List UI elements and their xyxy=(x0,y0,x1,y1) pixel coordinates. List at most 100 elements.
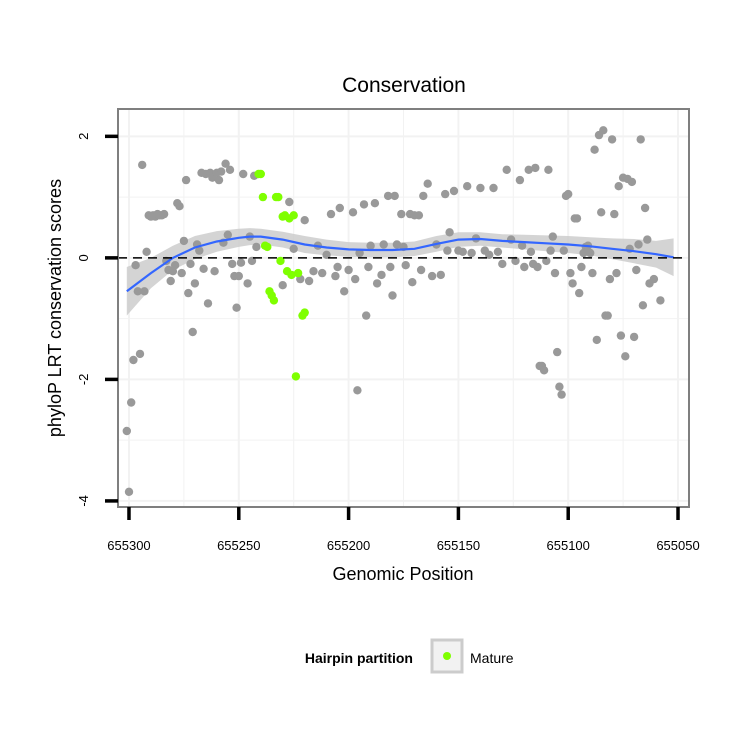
data-point xyxy=(239,169,248,179)
data-point xyxy=(127,398,136,407)
data-point xyxy=(476,183,485,193)
data-point xyxy=(379,240,388,249)
x-tick-label: 655050 xyxy=(656,538,699,553)
data-point xyxy=(133,287,142,296)
data-point xyxy=(550,268,560,278)
data-point xyxy=(318,268,327,278)
data-point xyxy=(190,279,200,288)
data-point xyxy=(463,182,472,191)
data-point-mature xyxy=(276,256,285,266)
data-point xyxy=(498,259,507,269)
data-point xyxy=(590,145,599,154)
data-point xyxy=(517,241,527,250)
data-point-mature xyxy=(274,192,283,202)
smooth-line xyxy=(126,235,674,293)
data-point xyxy=(331,271,340,281)
data-point xyxy=(515,175,525,185)
data-point xyxy=(592,335,601,345)
data-point xyxy=(502,165,511,174)
data-point xyxy=(610,209,619,219)
data-point xyxy=(340,287,349,296)
data-point xyxy=(366,241,375,250)
data-point xyxy=(333,262,342,272)
smooth-curve xyxy=(126,235,674,293)
data-point xyxy=(177,268,186,278)
data-point xyxy=(467,248,476,258)
data-point xyxy=(542,256,551,266)
legend-title: Hairpin partition xyxy=(305,650,413,666)
data-point xyxy=(388,291,397,300)
x-tick-label: 655150 xyxy=(437,538,480,553)
x-axis: 655300 655250 655200 655150 655100 655050 xyxy=(107,507,700,553)
data-point xyxy=(124,487,134,496)
data-point xyxy=(364,262,373,272)
data-point xyxy=(175,202,184,211)
data-point xyxy=(129,355,138,365)
data-point xyxy=(170,261,180,270)
data-point xyxy=(520,262,529,272)
x-axis-label: Genomic Position xyxy=(332,564,473,584)
data-point xyxy=(383,191,393,201)
data-point xyxy=(449,186,459,196)
data-point xyxy=(131,261,140,270)
data-point xyxy=(511,256,520,266)
data-point xyxy=(531,163,540,173)
data-point xyxy=(322,250,331,259)
data-point xyxy=(489,183,498,193)
data-point xyxy=(588,268,597,278)
data-point xyxy=(443,246,452,255)
data-point xyxy=(243,279,252,288)
data-point xyxy=(436,270,445,280)
data-point xyxy=(184,288,193,298)
data-point xyxy=(335,203,344,213)
data-point xyxy=(326,209,336,219)
chart-title: Conservation xyxy=(342,74,466,97)
data-point xyxy=(236,258,246,267)
data-point xyxy=(640,203,650,213)
data-point xyxy=(392,240,402,249)
data-point xyxy=(423,179,432,188)
data-point xyxy=(649,274,659,284)
data-point xyxy=(575,288,584,298)
data-point xyxy=(485,250,494,259)
x-tick-label: 655250 xyxy=(217,538,260,553)
data-point-mature xyxy=(256,169,265,179)
confidence-band-area xyxy=(126,228,674,316)
data-point xyxy=(548,232,557,241)
data-point xyxy=(597,208,606,217)
data-point xyxy=(223,230,232,239)
data-point-mature xyxy=(269,296,279,305)
data-point xyxy=(210,267,219,276)
data-point xyxy=(416,265,426,275)
data-point xyxy=(199,264,208,273)
data-point xyxy=(638,301,648,310)
data-point xyxy=(427,271,437,281)
data-point xyxy=(544,165,553,174)
data-point xyxy=(362,311,371,320)
data-point-mature xyxy=(300,308,309,317)
data-point xyxy=(135,349,145,359)
y-tick-label: 0 xyxy=(76,254,91,261)
y-tick-label: -2 xyxy=(76,374,91,386)
data-point xyxy=(566,268,575,278)
data-point xyxy=(493,247,503,256)
data-point xyxy=(555,382,564,391)
data-point xyxy=(603,311,612,320)
data-point xyxy=(557,390,566,399)
data-point-mature xyxy=(289,211,298,220)
data-point xyxy=(627,177,637,187)
data-point xyxy=(186,259,195,269)
legend: Hairpin partition Mature xyxy=(305,638,514,674)
data-point xyxy=(636,135,645,144)
data-point xyxy=(419,191,428,201)
data-point xyxy=(441,189,450,199)
y-tick-label: 2 xyxy=(76,133,91,140)
data-point xyxy=(599,126,608,135)
data-point xyxy=(252,242,261,252)
legend-label-mature: Mature xyxy=(470,650,514,666)
data-point-mature xyxy=(287,270,296,280)
data-point xyxy=(632,265,641,275)
data-point xyxy=(179,236,189,246)
